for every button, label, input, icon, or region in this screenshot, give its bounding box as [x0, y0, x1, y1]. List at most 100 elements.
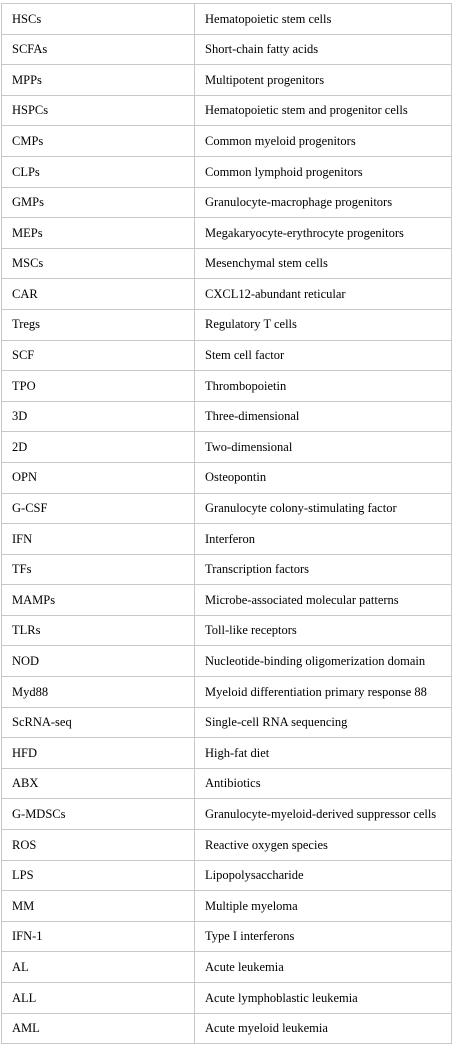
table-row: Tregs Regulatory T cells	[1, 308, 452, 341]
definition-cell: Mesenchymal stem cells	[194, 247, 452, 280]
table-row: CMPs Common myeloid progenitors	[1, 125, 452, 157]
table-row: AML Acute myeloid leukemia	[1, 1012, 452, 1045]
abbreviation-cell: SCFAs	[1, 33, 195, 66]
abbreviation-cell: ROS	[1, 829, 195, 861]
abbreviation-cell: HFD	[1, 737, 195, 769]
table-row: CAR CXCL12-abundant reticular	[1, 278, 452, 310]
abbreviation-cell: MPPs	[1, 64, 195, 96]
table-row: LPS Lipopolysaccharide	[1, 859, 452, 892]
table-row: HFD High-fat diet	[1, 737, 452, 769]
definition-cell: Short-chain fatty acids	[194, 33, 452, 66]
definition-cell: Interferon	[194, 523, 452, 555]
abbreviation-cell: AL	[1, 951, 195, 983]
abbreviation-cell: SCF	[1, 339, 195, 372]
definition-cell: Acute lymphoblastic leukemia	[194, 982, 452, 1014]
definition-cell: Granulocyte colony-stimulating factor	[194, 492, 452, 525]
abbreviation-cell: CAR	[1, 278, 195, 310]
definition-cell: Toll-like receptors	[194, 614, 452, 647]
abbreviation-cell: CLPs	[1, 155, 195, 188]
abbreviation-cell: 2D	[1, 431, 195, 463]
table-row: G-MDSCs Granulocyte-myeloid-derived suppr…	[1, 798, 452, 831]
definition-cell: Common myeloid progenitors	[194, 125, 452, 157]
abbreviations-table-body: HSCs Hematopoietic stem cells SCFAs Short-c…	[1, 3, 452, 1045]
table-row: GMPs Granulocyte-macrophage progenitors	[1, 186, 452, 219]
table-row: CLPs Common lymphoid progenitors	[1, 155, 452, 188]
table-row: TFs Transcription factors	[1, 553, 452, 586]
table-row: ScRNA-seq Single-cell RNA sequencing	[1, 706, 452, 739]
table-row: SCF Stem cell factor	[1, 339, 452, 372]
table-row: OPN Osteopontin	[1, 461, 452, 494]
abbreviation-cell: TFs	[1, 553, 195, 586]
definition-cell: Granulocyte-myeloid-derived suppressor c…	[194, 798, 452, 831]
abbreviation-cell: ScRNA-seq	[1, 706, 195, 739]
table-row: 3D Three-dimensional	[1, 400, 452, 433]
definition-cell: High-fat diet	[194, 737, 452, 769]
abbreviation-cell: AML	[1, 1012, 195, 1045]
abbreviation-cell: Tregs	[1, 308, 195, 341]
table-row: IFN Interferon	[1, 523, 452, 555]
abbreviation-cell: ABX	[1, 767, 195, 800]
definition-cell: Megakaryocyte-erythrocyte progenitors	[194, 217, 452, 249]
definition-cell: Regulatory T cells	[194, 308, 452, 341]
definition-cell: Multiple myeloma	[194, 890, 452, 922]
abbreviation-cell: MAMPs	[1, 584, 195, 616]
definition-cell: Transcription factors	[194, 553, 452, 586]
abbreviation-cell: IFN-1	[1, 920, 195, 953]
table-row: TPO Thrombopoietin	[1, 370, 452, 402]
definition-cell: Hematopoietic stem cells	[194, 3, 452, 35]
table-row: MPPs Multipotent progenitors	[1, 64, 452, 96]
definition-cell: Granulocyte-macrophage progenitors	[194, 186, 452, 219]
table-row: G-CSF Granulocyte colony-stimulating fact…	[1, 492, 452, 525]
abbreviation-cell: IFN	[1, 523, 195, 555]
abbreviation-cell: MSCs	[1, 247, 195, 280]
abbreviation-cell: OPN	[1, 461, 195, 494]
abbreviation-cell: TLRs	[1, 614, 195, 647]
table-row: HSCs Hematopoietic stem cells	[1, 3, 452, 35]
abbreviation-cell: ALL	[1, 982, 195, 1014]
definition-cell: Single-cell RNA sequencing	[194, 706, 452, 739]
definition-cell: Nucleotide-binding oligomerization domai…	[194, 645, 452, 678]
table-row: IFN-1 Type I interferons	[1, 920, 452, 953]
abbreviation-cell: NOD	[1, 645, 195, 678]
definition-cell: Stem cell factor	[194, 339, 452, 372]
definition-cell: Myeloid differentiation primary response…	[194, 676, 452, 708]
table-row: ROS Reactive oxygen species	[1, 829, 452, 861]
abbreviation-cell: HSCs	[1, 3, 195, 35]
abbreviation-cell: G-MDSCs	[1, 798, 195, 831]
table-row: MAMPs Microbe-associated molecular patter…	[1, 584, 452, 616]
definition-cell: Two-dimensional	[194, 431, 452, 463]
definition-cell: Three-dimensional	[194, 400, 452, 433]
definition-cell: Multipotent progenitors	[194, 64, 452, 96]
definition-cell: Lipopolysaccharide	[194, 859, 452, 892]
abbreviation-cell: MEPs	[1, 217, 195, 249]
definition-cell: CXCL12-abundant reticular	[194, 278, 452, 310]
definition-cell: Acute myeloid leukemia	[194, 1012, 452, 1045]
abbreviation-cell: G-CSF	[1, 492, 195, 525]
abbreviation-cell: TPO	[1, 370, 195, 402]
definition-cell: Osteopontin	[194, 461, 452, 494]
abbreviation-cell: MM	[1, 890, 195, 922]
definition-cell: Thrombopoietin	[194, 370, 452, 402]
table-row: ALL Acute lymphoblastic leukemia	[1, 982, 452, 1014]
table-row: 2D Two-dimensional	[1, 431, 452, 463]
table-row: HSPCs Hematopoietic stem and progenitor c…	[1, 94, 452, 127]
abbreviation-cell: CMPs	[1, 125, 195, 157]
table-row: MSCs Mesenchymal stem cells	[1, 247, 452, 280]
table-row: NOD Nucleotide-binding oligomerization do…	[1, 645, 452, 678]
table-row: MEPs Megakaryocyte-erythrocyte progenitor…	[1, 217, 452, 249]
abbreviation-cell: LPS	[1, 859, 195, 892]
abbreviation-cell: GMPs	[1, 186, 195, 219]
definition-cell: Common lymphoid progenitors	[194, 155, 452, 188]
table-row: Myd88 Myeloid differentiation primary res…	[1, 676, 452, 708]
definition-cell: Reactive oxygen species	[194, 829, 452, 861]
abbreviation-cell: 3D	[1, 400, 195, 433]
table-row: AL Acute leukemia	[1, 951, 452, 983]
definition-cell: Microbe-associated molecular patterns	[194, 584, 452, 616]
definition-cell: Type I interferons	[194, 920, 452, 953]
table-row: MM Multiple myeloma	[1, 890, 452, 922]
definition-cell: Antibiotics	[194, 767, 452, 800]
definition-cell: Hematopoietic stem and progenitor cells	[194, 94, 452, 127]
abbreviation-cell: HSPCs	[1, 94, 195, 127]
table-row: SCFAs Short-chain fatty acids	[1, 33, 452, 66]
abbreviations-table: HSCs Hematopoietic stem cells SCFAs Short-c…	[1, 3, 452, 1045]
